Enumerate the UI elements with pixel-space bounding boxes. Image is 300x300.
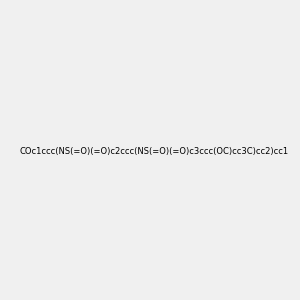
Text: COc1ccc(NS(=O)(=O)c2ccc(NS(=O)(=O)c3ccc(OC)cc3C)cc2)cc1: COc1ccc(NS(=O)(=O)c2ccc(NS(=O)(=O)c3ccc(… (19, 147, 288, 156)
